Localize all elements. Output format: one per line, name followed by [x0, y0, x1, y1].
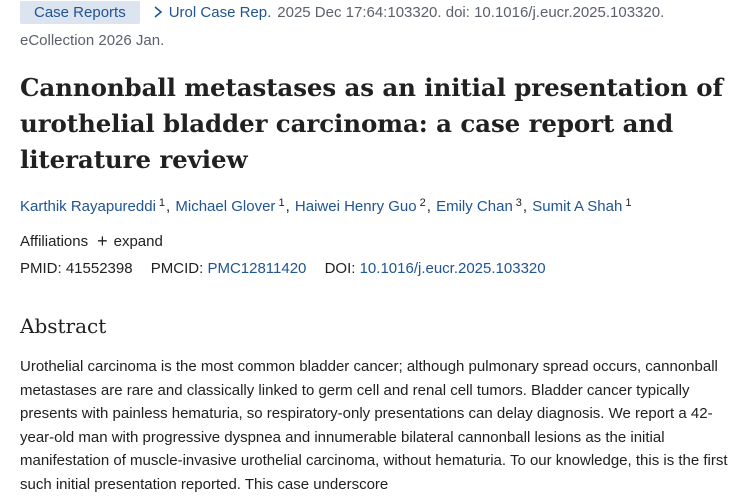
- affiliations-row: Affiliations + expand: [20, 231, 163, 251]
- author-link[interactable]: Emily Chan 3: [436, 197, 522, 215]
- expand-affiliations-button[interactable]: + expand: [97, 231, 163, 251]
- affiliation-ref[interactable]: 1: [158, 197, 166, 209]
- article-type-badge[interactable]: Case Reports: [20, 0, 140, 24]
- plus-icon: +: [97, 231, 108, 251]
- affiliation-ref[interactable]: 1: [278, 197, 285, 209]
- author-link[interactable]: Karthik Rayapureddi 1: [20, 197, 166, 215]
- affiliation-ref[interactable]: 3: [515, 197, 522, 209]
- expand-label[interactable]: expand: [113, 233, 163, 250]
- author-link[interactable]: Michael Glover 1: [175, 197, 285, 215]
- citation-line: Case Reports Urol Case Rep. 2025 Dec 17:…: [20, 0, 664, 24]
- pmid-label: PMID:: [20, 260, 62, 277]
- abstract-text: Urothelial carcinoma is the most common …: [20, 358, 728, 493]
- journal-name[interactable]: Urol Case Rep.: [168, 3, 272, 21]
- pmid-group: PMID: 41552398: [20, 260, 133, 277]
- abstract-heading: Abstract: [20, 314, 107, 338]
- pmcid-label: PMCID:: [150, 260, 204, 277]
- identifiers-row: PMID: 41552398 PMCID: PMC12811420 DOI: 1…: [20, 260, 546, 277]
- pmcid-group: PMCID: PMC12811420: [151, 260, 307, 277]
- chevron-right-icon: [154, 6, 162, 18]
- affiliation-ref[interactable]: 1: [625, 197, 632, 209]
- journal-link[interactable]: Urol Case Rep.: [152, 3, 272, 21]
- affiliation-ref[interactable]: 2: [419, 197, 426, 209]
- affiliations-label: Affiliations: [20, 233, 89, 250]
- pmid-value: 41552398: [65, 260, 133, 277]
- author-list: Karthik Rayapureddi 1, Michael Glover 1, H…: [20, 197, 632, 215]
- doi-link[interactable]: 10.1016/j.eucr.2025.103320: [359, 260, 546, 277]
- author-link[interactable]: Sumit A Shah 1: [532, 197, 632, 215]
- citation-epub: eCollection 2026 Jan.: [20, 32, 165, 49]
- author-link[interactable]: Haiwei Henry Guo 2: [294, 197, 426, 215]
- doi-label: DOI:: [324, 260, 356, 277]
- pmcid-link[interactable]: PMC12811420: [207, 260, 307, 277]
- article-title: Cannonball metastases as an initial pres…: [20, 73, 723, 174]
- citation-details: 2025 Dec 17:64:103320. doi: 10.1016/j.eu…: [277, 3, 665, 21]
- doi-group: DOI: 10.1016/j.eucr.2025.103320: [325, 260, 546, 277]
